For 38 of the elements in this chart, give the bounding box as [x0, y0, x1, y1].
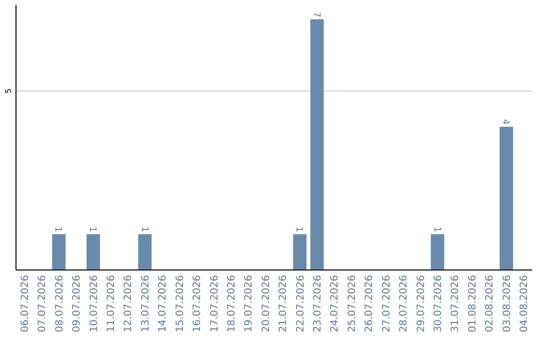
x-tick-label: 29.07.2026 [416, 275, 427, 332]
x-tick-label: 04.08.2026 [519, 275, 530, 332]
x-tick-label: 02.08.2026 [484, 275, 496, 332]
x-tick-label: 01.08.2026 [467, 275, 478, 332]
x-tick-label: 26.07.2026 [364, 275, 376, 332]
x-tick-label: 30.07.2026 [433, 275, 444, 332]
x-tick-label: 07.07.2026 [37, 275, 48, 332]
x-tick-label: 23.07.2026 [312, 275, 324, 332]
x-tick-label: 17.07.2026 [209, 275, 220, 332]
x-tick-label: 25.07.2026 [346, 275, 358, 332]
x-tick-label: 28.07.2026 [398, 275, 410, 332]
data-label: 7 [310, 12, 321, 18]
data-label: 1 [138, 226, 149, 232]
x-tick-label: 10.07.2026 [88, 275, 100, 332]
x-tick-label: 27.07.2026 [381, 275, 392, 332]
data-label: 1 [294, 226, 304, 232]
x-tick-label: 20.07.2026 [260, 275, 272, 332]
x-tick-label: 11.07.2026 [106, 275, 117, 332]
x-tick-label: 18.07.2026 [226, 275, 238, 332]
data-label: 4 [500, 119, 510, 126]
x-tick-label: 22.07.2026 [295, 275, 306, 332]
y-tick-label: 5 [4, 88, 13, 94]
x-tick-label: 15.07.2026 [174, 275, 186, 332]
x-tick-label: 14.07.2026 [158, 275, 169, 332]
x-tick-label: 21.07.2026 [278, 275, 290, 332]
x-tick-label: 16.07.2026 [192, 275, 204, 332]
x-tick-label: 24.07.2026 [330, 275, 341, 332]
x-tick-label: 31.07.2026 [450, 275, 462, 332]
data-label: 1 [431, 226, 442, 232]
x-tick-label: 13.07.2026 [140, 275, 152, 332]
data-label: 1 [87, 226, 98, 232]
x-tick-label: 08.07.2026 [54, 275, 66, 332]
x-tick-label: 19.07.2026 [244, 275, 255, 332]
x-tick-label: 09.07.2026 [72, 275, 83, 332]
data-label: 1 [52, 226, 63, 232]
x-tick-label: 03.08.2026 [502, 275, 513, 332]
x-tick-label: 06.07.2026 [20, 275, 31, 332]
x-tick-label: 12.07.2026 [123, 275, 134, 332]
